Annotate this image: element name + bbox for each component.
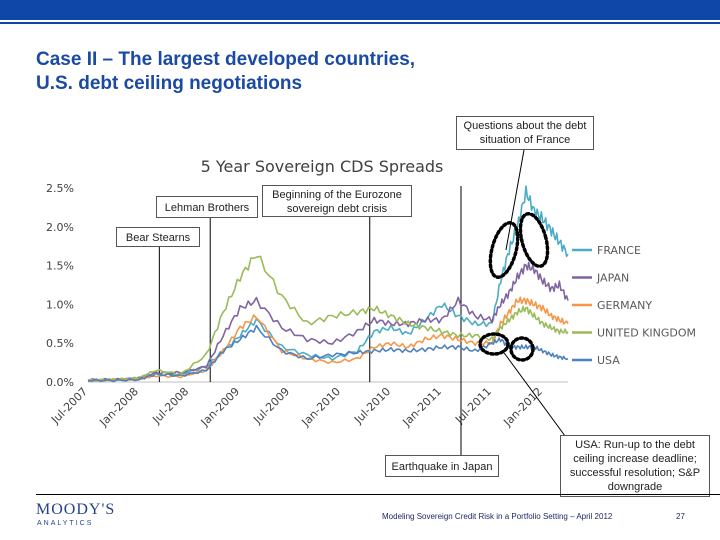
- y-tick-label: 2.0%: [46, 221, 74, 234]
- x-tick-label: Jul-2009: [250, 385, 292, 427]
- callout-lehman: Lehman Brothers: [156, 196, 258, 218]
- y-tick-label: 2.5%: [46, 182, 74, 195]
- x-tick-label: Jan-2010: [299, 385, 343, 429]
- series-line-united-kingdom: [87, 255, 569, 383]
- x-tick-label: Jan-2012: [500, 385, 544, 429]
- callout-eurozone: Beginning of the Eurozone sovereign debt…: [262, 185, 412, 217]
- callout-lehman-text: Lehman Brothers: [164, 202, 250, 214]
- callout-usa-debt: USA: Run-up to the debt ceiling increase…: [560, 435, 710, 497]
- moodys-logo: MOODY'S: [36, 501, 116, 518]
- moodys-logo-sub: ANALYTICS: [37, 520, 94, 527]
- callout-france-debt-text: Questions about the debt situation of Fr…: [463, 120, 587, 146]
- footer-divider: [36, 494, 720, 495]
- legend-label: USA: [597, 354, 620, 367]
- slide-title: Case II – The largest developed countrie…: [36, 49, 416, 94]
- series-line-usa: [87, 324, 569, 383]
- x-tick-label: Jan-2008: [97, 385, 141, 429]
- highlight-ellipse-france: [488, 221, 520, 279]
- highlight-ellipse-usa-2: [509, 336, 535, 362]
- callout-earthquake-text: Earthquake in Japan: [391, 461, 493, 473]
- highlight-ellipse-usa: [478, 332, 510, 356]
- callout-france-debt: Questions about the debt situation of Fr…: [456, 116, 594, 150]
- highlight-ellipse-france-2: [518, 211, 550, 269]
- series-line-japan: [87, 261, 569, 382]
- x-tick-label: Jan-2011: [400, 385, 444, 429]
- x-tick-label: Jul-2010: [351, 385, 393, 427]
- x-tick-label: Jul-2011: [452, 385, 494, 427]
- legend-label: GERMANY: [597, 299, 652, 312]
- callout-bear-stearns: Bear Stearns: [116, 227, 200, 247]
- legend-label: JAPAN: [596, 272, 629, 285]
- y-tick-label: 1.0%: [46, 298, 74, 311]
- series-line-germany: [87, 296, 569, 383]
- page-number: 27: [676, 512, 685, 521]
- callout-usa-debt-text: USA: Run-up to the debt ceiling increase…: [569, 439, 701, 493]
- legend-label: UNITED KINGDOM: [597, 327, 696, 340]
- y-tick-label: 0.5%: [46, 337, 74, 350]
- x-tick-label: Jul-2008: [149, 385, 191, 427]
- callout-eurozone-text: Beginning of the Eurozone sovereign debt…: [272, 189, 402, 215]
- callout-earthquake: Earthquake in Japan: [385, 455, 499, 477]
- callout-bear-stearns-text: Bear Stearns: [125, 232, 191, 244]
- chart-title: 5 Year Sovereign CDS Spreads: [201, 157, 444, 176]
- x-tick-label: Jan-2009: [198, 385, 242, 429]
- x-tick-label: Jul-2007: [48, 385, 90, 427]
- y-tick-label: 0.0%: [46, 376, 74, 389]
- legend-label: FRANCE: [597, 244, 641, 257]
- y-tick-label: 1.5%: [46, 260, 74, 273]
- top-accent-bar: [0, 0, 720, 30]
- footer-text: Modeling Sovereign Credit Risk in a Port…: [382, 512, 613, 521]
- leader-line-france: [505, 149, 525, 251]
- leader-line-usa: [501, 349, 569, 441]
